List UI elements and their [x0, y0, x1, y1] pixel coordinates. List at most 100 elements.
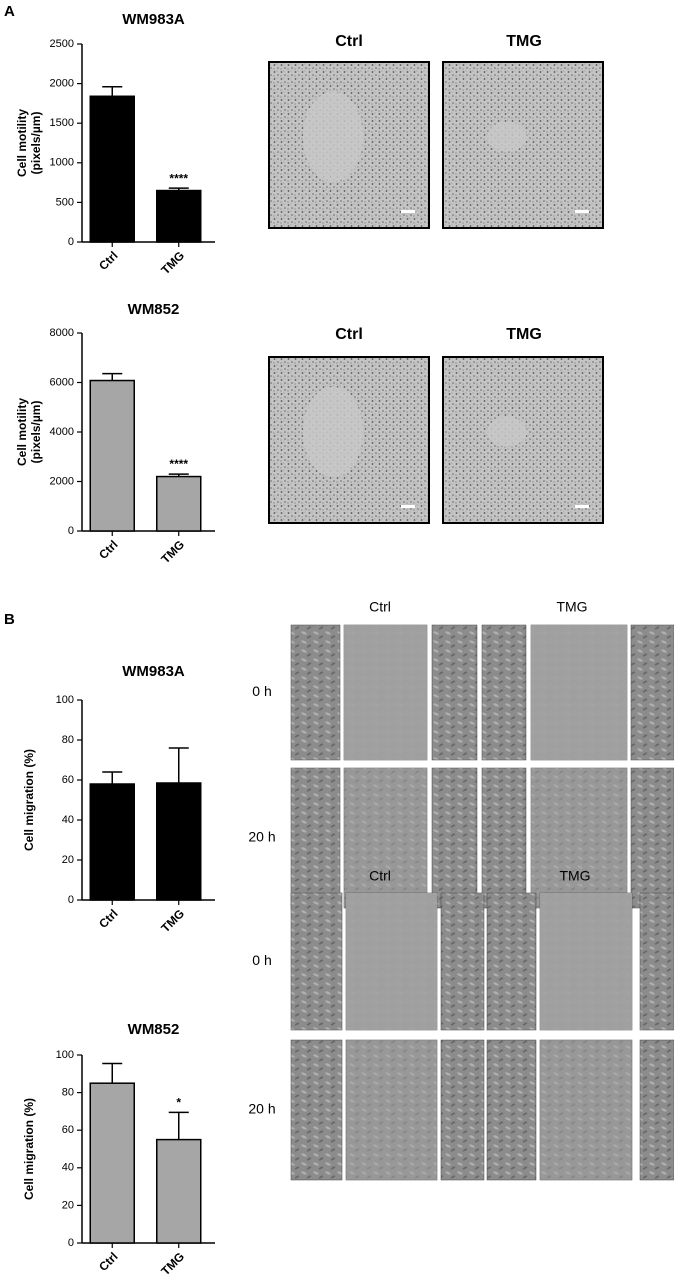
- bar: [156, 1138, 202, 1244]
- x-tick-label: TMG: [158, 537, 187, 566]
- micrograph: [290, 767, 341, 909]
- scale-bar: [401, 210, 415, 213]
- y-tick-label: 4000: [50, 426, 74, 438]
- y-tick-label: 0: [68, 525, 74, 537]
- bar: [156, 782, 202, 901]
- significance-label: ****: [169, 171, 188, 185]
- wound-area: [346, 1040, 437, 1180]
- wound-area: [344, 768, 427, 908]
- y-tick-label: 80: [62, 734, 74, 746]
- wound-area: [531, 625, 627, 760]
- row-label: 0 h: [252, 952, 271, 968]
- y-tick-label: 2000: [50, 475, 74, 487]
- micrograph: [630, 767, 674, 909]
- column-label: TMG: [506, 33, 542, 50]
- chart-title: WM983A: [122, 11, 185, 28]
- y-tick-label: 20: [62, 854, 74, 866]
- y-tick-label: 0: [68, 1237, 74, 1249]
- scale-bar: [575, 210, 589, 213]
- micrograph: [290, 892, 343, 1031]
- y-tick-label: 2000: [50, 78, 74, 90]
- x-tick-label: TMG: [158, 248, 187, 277]
- column-label: TMG: [506, 326, 542, 343]
- micrograph: [290, 1039, 343, 1181]
- y-tick-label: 500: [56, 196, 74, 208]
- micrograph: [486, 1039, 537, 1181]
- micrograph: [639, 892, 674, 1031]
- micrograph: [440, 1039, 485, 1181]
- y-axis-label: Cell motility: [15, 398, 29, 466]
- micrograph: [481, 624, 527, 761]
- micrograph: [442, 61, 604, 229]
- y-tick-label: 100: [56, 1049, 74, 1061]
- error-bar: [102, 1062, 123, 1084]
- bar: [89, 379, 135, 532]
- column-label: Ctrl: [369, 868, 391, 884]
- x-tick-label: Ctrl: [96, 906, 121, 931]
- y-tick-label: 0: [68, 894, 74, 906]
- micrograph-clearing: [303, 91, 363, 182]
- micrograph: [639, 1039, 674, 1181]
- y-tick-label: 80: [62, 1087, 74, 1099]
- significance-label: *: [176, 1096, 181, 1110]
- y-tick-label: 1000: [50, 157, 74, 169]
- row-label: 20 h: [248, 829, 275, 845]
- error-bar: [168, 747, 189, 783]
- error-bar: [168, 473, 189, 477]
- error-bar: [168, 187, 189, 191]
- row-label: 0 h: [252, 683, 271, 699]
- panel-label: A: [4, 3, 15, 20]
- y-axis-label: Cell migration (%): [22, 1098, 36, 1200]
- micrograph-clearing: [303, 386, 363, 477]
- y-tick-label: 1500: [50, 117, 74, 129]
- micrograph: [630, 624, 674, 761]
- chart-title: WM983A: [122, 663, 185, 680]
- wound-area: [344, 625, 427, 760]
- y-axis-label: Cell motility: [15, 109, 29, 177]
- chart-title: WM852: [128, 1021, 180, 1038]
- wound-area: [540, 1040, 632, 1180]
- y-tick-label: 6000: [50, 376, 74, 388]
- bar: [89, 1082, 135, 1244]
- y-axis-label: Cell migration (%): [22, 749, 36, 851]
- bar: [89, 95, 135, 243]
- row-label: 20 h: [248, 1101, 275, 1117]
- y-axis-label: (pixels/µm): [29, 401, 43, 464]
- y-tick-label: 100: [56, 694, 74, 706]
- y-tick-label: 2500: [50, 38, 74, 50]
- bar: [89, 783, 135, 901]
- y-axis-label: (pixels/µm): [29, 112, 43, 175]
- error-bar: [102, 771, 123, 784]
- column-label: TMG: [556, 599, 587, 615]
- bar: [156, 475, 202, 532]
- wound-area: [531, 768, 627, 908]
- x-tick-label: TMG: [158, 906, 187, 935]
- x-tick-label: Ctrl: [96, 537, 121, 562]
- scale-bar: [575, 505, 589, 508]
- column-label: Ctrl: [335, 33, 363, 50]
- panel-label: B: [4, 611, 15, 628]
- column-label: Ctrl: [369, 599, 391, 615]
- x-tick-label: Ctrl: [96, 1249, 121, 1274]
- y-tick-label: 20: [62, 1199, 74, 1211]
- micrograph: [481, 767, 527, 909]
- error-bar: [102, 86, 123, 97]
- wound-area: [346, 893, 437, 1030]
- significance-label: ****: [169, 457, 188, 471]
- y-tick-label: 60: [62, 1124, 74, 1136]
- chart-title: WM852: [128, 301, 180, 318]
- micrograph: [486, 892, 537, 1031]
- micrograph: [431, 624, 478, 761]
- error-bar: [168, 1111, 189, 1140]
- y-tick-label: 40: [62, 814, 74, 826]
- micrograph-clearing: [487, 416, 527, 447]
- x-tick-label: TMG: [158, 1249, 187, 1278]
- micrograph-clearing: [487, 121, 527, 152]
- column-label: Ctrl: [335, 326, 363, 343]
- error-bar: [102, 372, 123, 381]
- y-tick-label: 60: [62, 774, 74, 786]
- scale-bar: [401, 505, 415, 508]
- bar: [156, 189, 202, 243]
- x-tick-label: Ctrl: [96, 248, 121, 273]
